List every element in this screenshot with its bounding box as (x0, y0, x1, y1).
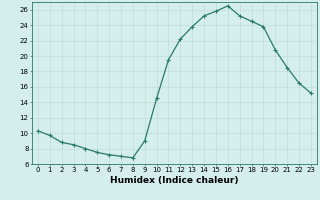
X-axis label: Humidex (Indice chaleur): Humidex (Indice chaleur) (110, 176, 239, 185)
